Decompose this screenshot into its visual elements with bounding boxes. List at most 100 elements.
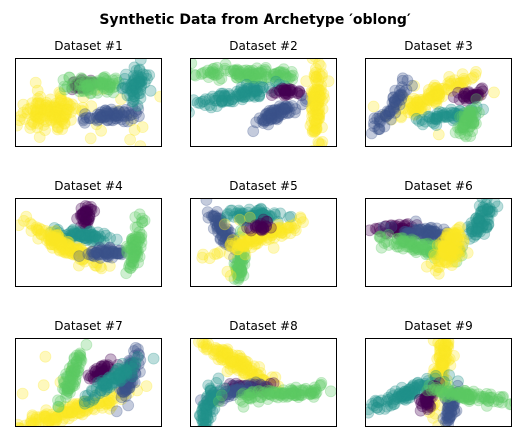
- point-teal: [206, 397, 219, 409]
- point-yellow: [51, 229, 64, 241]
- point-green: [126, 255, 139, 268]
- point-teal: [110, 233, 123, 246]
- point-teal: [97, 379, 109, 392]
- point-teal: [466, 105, 478, 117]
- point-yellow: [232, 239, 245, 252]
- point-yellow: [431, 261, 444, 273]
- point-teal: [234, 206, 247, 219]
- point-teal: [57, 229, 70, 242]
- point-teal: [237, 207, 250, 220]
- point-teal: [127, 88, 140, 100]
- point-yellow: [408, 80, 421, 92]
- point-blue: [422, 229, 435, 242]
- point-purple: [79, 206, 92, 218]
- point-yellow: [230, 361, 243, 374]
- point-teal: [191, 96, 204, 109]
- point-yellow: [66, 406, 78, 419]
- point-teal: [200, 418, 213, 427]
- point-yellow: [249, 238, 262, 251]
- point-yellow: [367, 100, 380, 113]
- point-yellow: [154, 90, 162, 103]
- point-green: [206, 63, 219, 75]
- point-yellow: [96, 401, 109, 414]
- point-green: [73, 351, 85, 364]
- point-teal: [399, 385, 412, 398]
- point-teal: [97, 376, 110, 389]
- point-teal: [200, 406, 213, 419]
- point-purple: [430, 380, 443, 393]
- point-yellow: [416, 96, 429, 109]
- point-yellow: [35, 106, 47, 119]
- point-blue: [280, 102, 293, 115]
- point-purple: [84, 74, 97, 87]
- point-yellow: [282, 221, 295, 234]
- point-purple: [255, 385, 268, 398]
- point-teal: [131, 99, 144, 112]
- point-yellow: [448, 255, 461, 268]
- point-green: [393, 240, 406, 253]
- point-yellow: [65, 241, 78, 254]
- point-teal: [215, 87, 228, 100]
- point-blue: [116, 109, 128, 121]
- point-teal: [398, 385, 411, 398]
- point-blue: [124, 358, 136, 371]
- point-teal: [67, 229, 79, 242]
- point-teal: [79, 397, 91, 410]
- point-purple: [95, 360, 108, 373]
- point-blue: [119, 363, 132, 376]
- point-teal: [400, 386, 413, 399]
- point-purple: [257, 221, 270, 234]
- point-blue: [222, 223, 235, 236]
- point-teal: [197, 409, 210, 421]
- point-teal: [230, 207, 243, 220]
- point-yellow: [38, 229, 51, 242]
- point-teal: [117, 368, 130, 381]
- point-green: [239, 252, 251, 264]
- point-green: [465, 117, 478, 130]
- point-yellow: [62, 98, 75, 111]
- point-teal: [452, 375, 464, 388]
- point-yellow: [40, 99, 52, 112]
- point-teal: [404, 384, 417, 397]
- point-blue: [95, 248, 108, 261]
- point-yellow: [224, 357, 236, 370]
- point-green: [285, 384, 298, 397]
- point-blue: [88, 112, 101, 125]
- point-teal: [421, 380, 434, 392]
- point-yellow: [88, 83, 101, 96]
- point-blue: [279, 100, 292, 113]
- point-blue: [265, 111, 278, 123]
- point-teal: [203, 396, 216, 409]
- point-yellow: [53, 238, 66, 250]
- point-green: [106, 74, 119, 86]
- point-yellow: [412, 101, 425, 114]
- point-green: [89, 76, 102, 89]
- point-yellow: [217, 344, 230, 357]
- point-purple: [280, 84, 293, 96]
- point-yellow: [207, 344, 220, 356]
- point-teal: [251, 209, 264, 222]
- panel-dataset-8: Dataset #8: [190, 319, 337, 427]
- point-blue: [419, 228, 432, 240]
- point-teal: [483, 205, 496, 218]
- point-yellow: [26, 409, 39, 422]
- point-teal: [269, 208, 281, 221]
- point-green: [129, 221, 142, 234]
- point-yellow: [30, 110, 42, 122]
- point-green: [469, 117, 482, 130]
- point-purple: [87, 371, 100, 384]
- panel-dataset-4: Dataset #4: [15, 179, 162, 287]
- point-green: [457, 391, 470, 404]
- point-teal: [466, 225, 479, 238]
- point-yellow: [251, 376, 264, 389]
- point-yellow: [308, 90, 321, 102]
- point-green: [315, 376, 328, 389]
- point-yellow: [314, 91, 327, 104]
- point-yellow: [248, 373, 261, 386]
- point-yellow: [243, 364, 256, 377]
- point-teal: [127, 362, 139, 375]
- point-purple: [247, 382, 260, 395]
- point-blue: [256, 114, 269, 126]
- point-green: [395, 232, 408, 245]
- point-purple: [98, 359, 111, 372]
